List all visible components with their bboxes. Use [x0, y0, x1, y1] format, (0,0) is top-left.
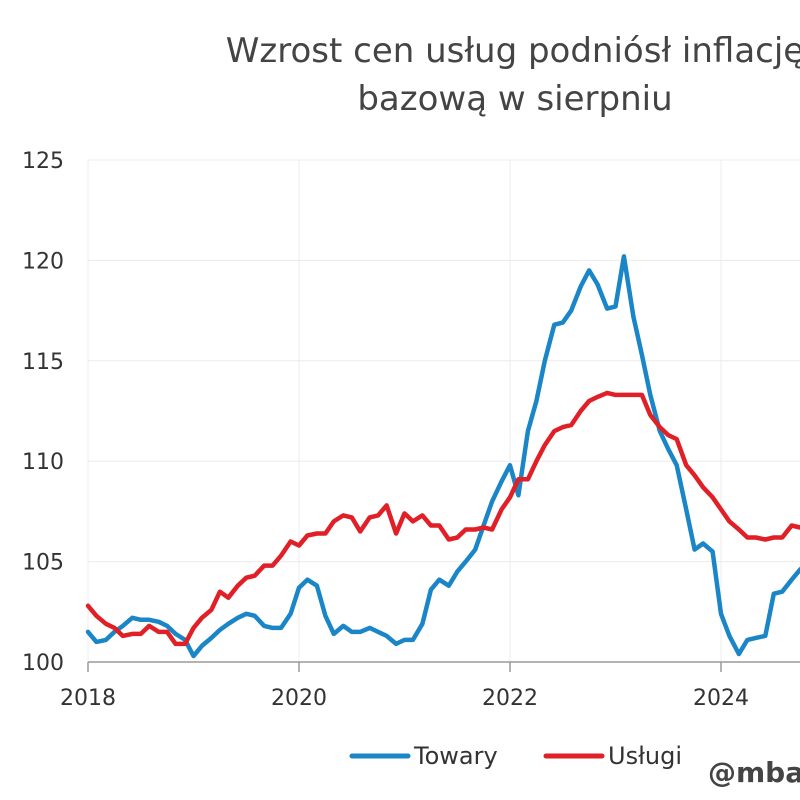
chart-title-line-1: Wzrost cen usług podniósł inflację: [226, 31, 800, 71]
x-tick-label: 2020: [271, 686, 327, 711]
chart-title-line-2: bazową w sierpniu: [357, 79, 672, 119]
y-tick-label: 110: [22, 450, 64, 475]
grid: [87, 159, 800, 662]
series-line-usługi: [85, 390, 800, 647]
legend: Towary Usługi: [349, 742, 682, 770]
series-line-towary: [85, 254, 800, 659]
series-lines: [85, 254, 800, 659]
legend-label: Towary: [413, 742, 498, 770]
y-tick-label: 100: [22, 651, 64, 676]
legend-label: Usługi: [608, 742, 682, 770]
y-tick-label: 125: [22, 149, 64, 174]
watermark: @mba: [708, 756, 800, 789]
x-tick-label: 2022: [482, 686, 538, 711]
x-tick-label: 2024: [693, 686, 749, 711]
y-tick-label: 120: [22, 249, 64, 274]
y-tick-label: 105: [22, 551, 64, 576]
y-tick-label: 115: [22, 350, 64, 375]
x-tick-label: 2018: [60, 686, 116, 711]
axes: 100 105 110 115 120 125 2018 2020 2022 2024: [22, 149, 800, 711]
